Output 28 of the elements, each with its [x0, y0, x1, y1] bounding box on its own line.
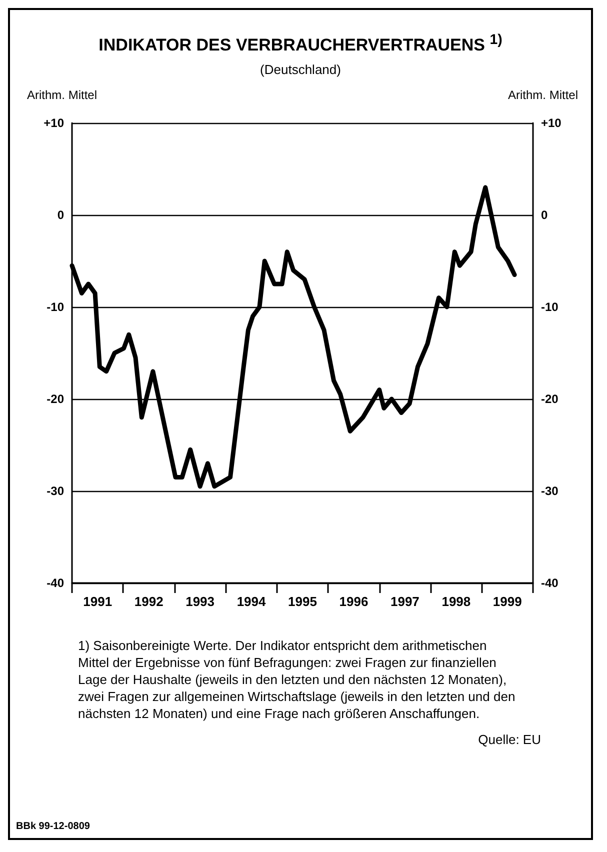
- y-tick-label: 0: [57, 208, 64, 222]
- x-tick-label: 1997: [390, 594, 420, 609]
- y2-tick-label: +10: [541, 116, 562, 130]
- y-axis-title: Arithm. Mittel: [27, 88, 98, 102]
- y2-tick-label: -40: [541, 576, 559, 590]
- text: BBk 99-12-0809: [16, 821, 90, 832]
- y-tick-label: -30: [46, 484, 64, 498]
- x-tick-label: 1993: [186, 594, 215, 609]
- x-tick-label: 1999: [492, 594, 522, 609]
- y-tick-label: -40: [46, 576, 64, 590]
- y-tick-label: +10: [44, 116, 64, 130]
- x-tick-label: 1992: [134, 594, 164, 609]
- x-tick-label: 1994: [236, 594, 267, 609]
- y2-axis-title: Arithm. Mittel: [508, 88, 578, 102]
- x-tick-label: 1991: [83, 594, 112, 609]
- y2-tick-label: 0: [541, 208, 548, 222]
- chart-title: INDIKATOR DES VERBRAUCHERVERTRAUENS $^{1)}$: [98, 32, 504, 56]
- y2-tick-label: -20: [541, 392, 559, 406]
- y2-tick-label: -10: [541, 300, 559, 314]
- text: 1) Saisonbereinigte Werte. Der Indikator entspricht dem arithmetischen Mittel der Ergebnisse von fünf Befragungen: zwei Fragen zur finanziellen Lage der Haushalte (jeweils in den letzten und den nächsten 12 Monaten), zwei Fragen zur allgemeinen Wirtschaftslage (jeweils in den letzten und den nächsten 12 Monaten) und eine Frage nach größeren Anschaffungen.: [78, 636, 516, 722]
- x-tick-label: 1995: [288, 594, 317, 609]
- x-tick-label: 1996: [339, 594, 368, 609]
- source-note: Quelle: EU: [477, 732, 541, 747]
- x-tick-label: 1998: [442, 594, 471, 609]
- y2-tick-label: -30: [541, 484, 559, 498]
- chart-subtitle: (Deutschland): [259, 62, 342, 77]
- y-tick-label: -20: [46, 392, 64, 406]
- y-tick-label: -10: [46, 300, 64, 314]
